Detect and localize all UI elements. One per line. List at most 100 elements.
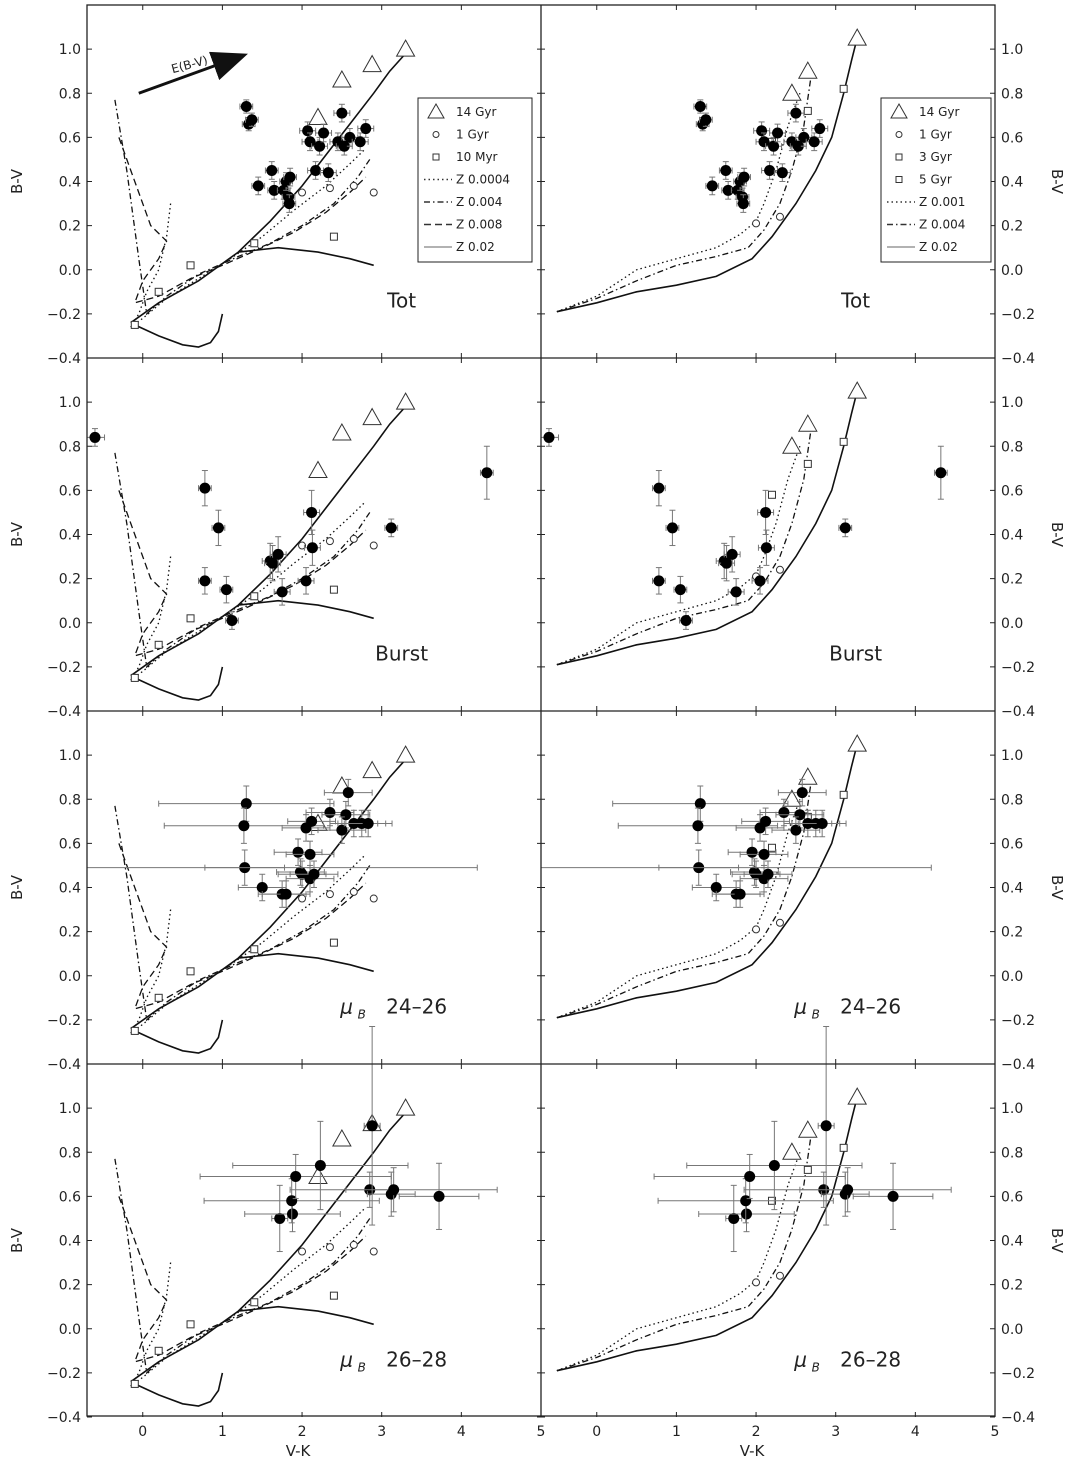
panel-label: Burst <box>829 641 882 665</box>
panel-label-range: 26–28 <box>840 1347 901 1371</box>
data-point <box>308 868 320 880</box>
panel-3-1: μ B 26–28 <box>556 1025 952 1374</box>
data-point <box>310 164 322 176</box>
age-marker-triangle <box>782 1142 802 1160</box>
y-tick-label-left: 0.0 <box>59 969 81 985</box>
y-axis-title-left: B-V <box>8 521 26 547</box>
panel-label-range: 24–26 <box>840 994 901 1018</box>
data-point <box>314 1159 326 1171</box>
data-point <box>336 107 348 119</box>
y-tick-label-right: 0.0 <box>1001 969 1023 985</box>
data-point <box>199 575 211 587</box>
panel-label: Tot <box>840 288 870 312</box>
data-point <box>680 615 692 627</box>
data-point <box>286 1195 298 1207</box>
y-tick-label-right: 0.6 <box>1001 483 1023 499</box>
data-point <box>340 809 352 821</box>
model-track <box>556 1130 813 1372</box>
age-marker-square <box>250 1298 259 1307</box>
data-point <box>481 467 493 479</box>
y-tick-label-left: 0.8 <box>59 439 81 455</box>
y-tick-label-left: 0.2 <box>59 219 81 235</box>
legend-text: Z 0.004 <box>456 195 502 209</box>
data-point <box>692 820 704 832</box>
y-tick-label-right: 1.0 <box>1001 42 1023 58</box>
model-track <box>556 777 813 1019</box>
data-point <box>760 815 772 827</box>
data-point <box>342 787 354 799</box>
y-tick-label-left: 0.4 <box>59 1234 81 1250</box>
model-track <box>130 1111 407 1383</box>
age-marker-circle <box>349 181 358 190</box>
age-marker-triangle <box>308 460 328 479</box>
y-tick-label-right: 1.0 <box>1001 748 1023 764</box>
age-marker-square <box>803 1165 812 1174</box>
age-marker-square <box>767 490 776 499</box>
y-tick-label-left: 0.6 <box>59 1189 81 1205</box>
legend-marker <box>432 131 440 138</box>
y-tick-label-right: 0.0 <box>1001 616 1023 632</box>
y-axis-title-right: B-V <box>1048 1228 1066 1254</box>
y-tick-label-left: 1.0 <box>59 395 81 411</box>
age-marker-circle <box>298 894 307 903</box>
legend-marker <box>432 153 440 161</box>
data-point <box>887 1190 899 1202</box>
data-point <box>796 787 808 799</box>
y-tick-label-right: −0.2 <box>1001 1366 1035 1382</box>
legend-text: 1 Gyr <box>456 128 489 142</box>
y-tick-label-left: 0.0 <box>59 263 81 279</box>
model-track <box>130 758 407 1030</box>
data-point <box>89 431 101 443</box>
model-track <box>118 137 367 304</box>
panel-label-sub: B <box>812 1360 820 1374</box>
data-point <box>306 542 318 554</box>
age-marker-triangle <box>395 39 416 57</box>
model-track <box>556 71 813 313</box>
model-track <box>556 1152 801 1372</box>
data-point <box>240 798 252 810</box>
y-tick-label-right: 1.0 <box>1001 395 1023 411</box>
data-point <box>768 1159 780 1171</box>
data-point <box>385 522 397 534</box>
data-point <box>238 820 250 832</box>
model-track <box>118 1196 367 1363</box>
y-tick-label-right: 0.4 <box>1001 1234 1023 1250</box>
data-point <box>746 846 758 858</box>
y-tick-label-right: 0.2 <box>1001 1278 1023 1294</box>
data-point <box>388 1184 400 1196</box>
y-tick-label-left: −0.2 <box>47 1366 81 1382</box>
data-point <box>740 1208 752 1220</box>
age-marker-circle <box>775 918 784 927</box>
age-marker-square <box>803 106 812 115</box>
data-point <box>734 888 746 900</box>
age-marker-circle <box>369 188 378 197</box>
data-point <box>792 140 804 152</box>
data-point <box>674 584 686 596</box>
age-marker-triangle <box>308 107 328 126</box>
data-point <box>721 557 733 569</box>
legend-text: 10 Myr <box>456 150 498 164</box>
y-tick-label-left: 0.8 <box>59 86 81 102</box>
panel-0-1: Tot <box>556 28 870 313</box>
panel-2-1: μ B 24–26 <box>541 734 932 1021</box>
y-tick-label-right: 0.8 <box>1001 1145 1023 1161</box>
age-marker-square <box>186 261 195 270</box>
data-point <box>798 131 810 143</box>
data-point <box>740 1195 752 1207</box>
data-point <box>226 615 238 627</box>
age-marker-square <box>186 1320 195 1329</box>
data-point <box>653 482 665 494</box>
data-point <box>290 1171 302 1183</box>
data-point <box>344 131 356 143</box>
data-point <box>304 848 316 860</box>
age-marker-circle <box>369 894 378 903</box>
age-marker-triangle <box>308 1166 328 1185</box>
data-point <box>720 164 732 176</box>
data-point <box>764 164 776 176</box>
age-marker-triangle <box>395 392 416 410</box>
panel-label: Burst <box>375 641 428 665</box>
y-tick-label-right: −0.4 <box>1001 351 1035 367</box>
age-marker-triangle <box>782 789 802 807</box>
data-point <box>286 1208 298 1220</box>
data-point <box>760 506 772 518</box>
